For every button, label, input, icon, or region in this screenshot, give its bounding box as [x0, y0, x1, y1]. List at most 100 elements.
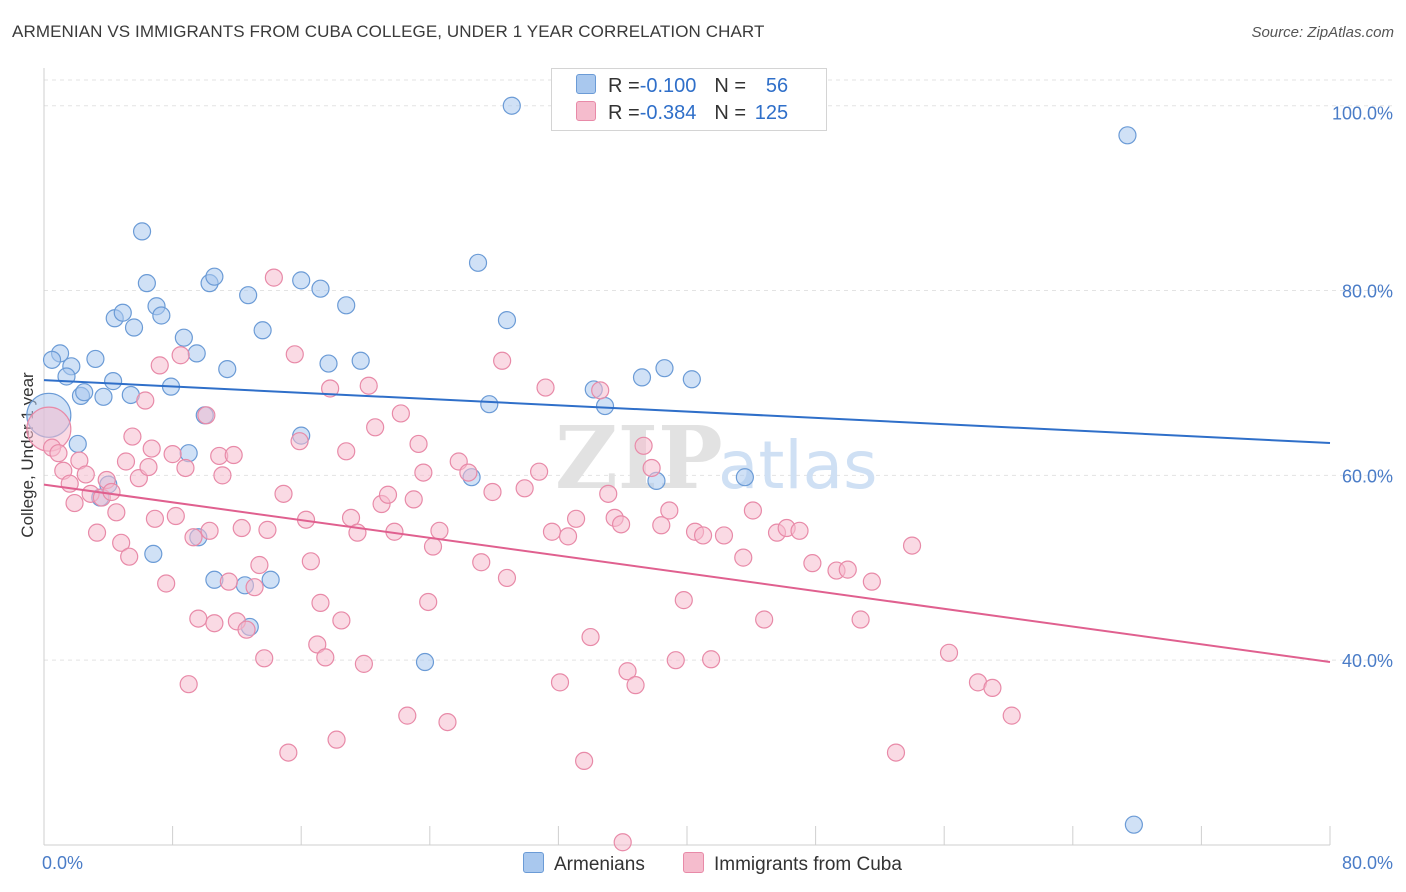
cuba-point [176, 458, 195, 478]
series-legend: Armenians Immigrants from Cuba [0, 852, 1406, 878]
legend-row-armenians: R = -0.100 N = 56 [576, 74, 788, 100]
armenians-r-label: R = [608, 75, 640, 97]
armenians-legend-label: Armenians [554, 854, 645, 875]
armenians-point [595, 396, 615, 416]
armenians-point [655, 359, 674, 378]
armenians-trend-line [43, 379, 1331, 445]
cuba-point [189, 609, 208, 628]
armenians-swatch [576, 74, 596, 94]
cuba-r-value: -0.384 [639, 102, 697, 124]
cuba-point [550, 673, 570, 692]
cuba-point [438, 712, 457, 732]
cuba-point [142, 439, 161, 458]
cuba-point [472, 553, 491, 572]
cuba-point [902, 536, 922, 555]
armenians-point [174, 328, 193, 347]
cuba-point [321, 379, 340, 398]
cuba-point [171, 346, 190, 365]
cuba-point [493, 351, 512, 370]
y-tick-labels: 40.0% 60.0% 80.0% 100.0% [1332, 104, 1393, 671]
cuba-point [255, 649, 274, 668]
cuba-n-value: 125 [754, 102, 789, 124]
cuba-point [939, 643, 959, 662]
cuba-point [862, 572, 881, 591]
armenians-point [337, 296, 356, 315]
y-tick-label: 80.0% [1342, 282, 1393, 302]
armenians-point [735, 468, 754, 487]
armenians-point [497, 311, 517, 330]
cuba-point [886, 743, 906, 762]
cuba-point [285, 345, 304, 364]
cuba-point [611, 515, 631, 534]
cuba-point [150, 356, 169, 375]
cuba-point [301, 552, 320, 571]
armenians-point [292, 271, 311, 290]
cuba-point [157, 574, 176, 593]
cuba-point [123, 427, 142, 446]
cuba-point [359, 376, 378, 395]
legend-item-cuba[interactable]: Immigrants from Cuba [683, 852, 902, 876]
cuba-point [398, 706, 417, 725]
cuba-point [308, 635, 327, 654]
cuba-point [120, 547, 139, 566]
cuba-point [693, 526, 713, 545]
armenians-point [124, 318, 144, 337]
armenians-point [144, 544, 163, 564]
cuba-point [258, 520, 277, 539]
cuba-point [136, 391, 155, 410]
cuba-point [205, 614, 224, 633]
cuba-point [279, 743, 298, 762]
armenians-point [187, 344, 206, 363]
cuba-point [734, 548, 753, 567]
cuba-point [414, 463, 433, 482]
cuba-r-label: R = [608, 102, 640, 124]
armenians-point [502, 96, 521, 115]
legend-item-armenians[interactable]: Armenians [523, 852, 645, 876]
cuba-point [626, 676, 645, 695]
armenians-point [179, 444, 198, 463]
armenians-r-value: -0.100 [639, 75, 697, 97]
cuba-n-label: N = [714, 102, 747, 124]
cuba-point [666, 651, 685, 670]
cuba-point [536, 378, 555, 397]
source-label: Source: ZipAtlas.com [1251, 24, 1394, 41]
x-tick-label-max: 80.0% [1342, 853, 1393, 873]
armenians-point [205, 267, 224, 286]
cuba-point [743, 501, 763, 520]
armenians-point [104, 372, 123, 391]
x-tick-label-min: 0.0% [42, 853, 83, 873]
armenians-point [1118, 126, 1137, 145]
cuba-point [378, 485, 398, 504]
cuba-point [197, 406, 216, 425]
armenians-point [261, 570, 280, 589]
armenians-point [415, 652, 435, 672]
cuba-point [237, 620, 256, 639]
cuba-point [599, 484, 618, 503]
cuba-point [803, 554, 822, 573]
armenians-n-label: N = [714, 75, 747, 97]
armenians-point [319, 354, 338, 373]
watermark-atlas: atlas [718, 427, 878, 504]
cuba-point [327, 730, 346, 749]
cuba-point [613, 833, 632, 852]
watermark-zip: ZIP [555, 408, 723, 509]
cuba-point [224, 445, 243, 465]
armenians-point [468, 253, 488, 272]
watermark: ZIP atlas [555, 408, 878, 509]
cuba-point [983, 678, 1002, 698]
armenians-point [311, 279, 330, 298]
cuba-point [423, 537, 443, 556]
cuba-point [311, 593, 330, 612]
cuba-point [409, 434, 428, 454]
cuba-point [591, 381, 610, 400]
cuba-point [65, 493, 84, 513]
armenians-point [351, 351, 370, 370]
cuba-point [515, 479, 534, 498]
cuba-point [102, 482, 121, 502]
armenians-point [132, 222, 152, 241]
cuba-point [337, 442, 356, 461]
cuba-point [391, 404, 410, 423]
cuba-point [566, 509, 586, 528]
grid-lines [44, 79, 1392, 661]
cuba-point [290, 432, 309, 451]
